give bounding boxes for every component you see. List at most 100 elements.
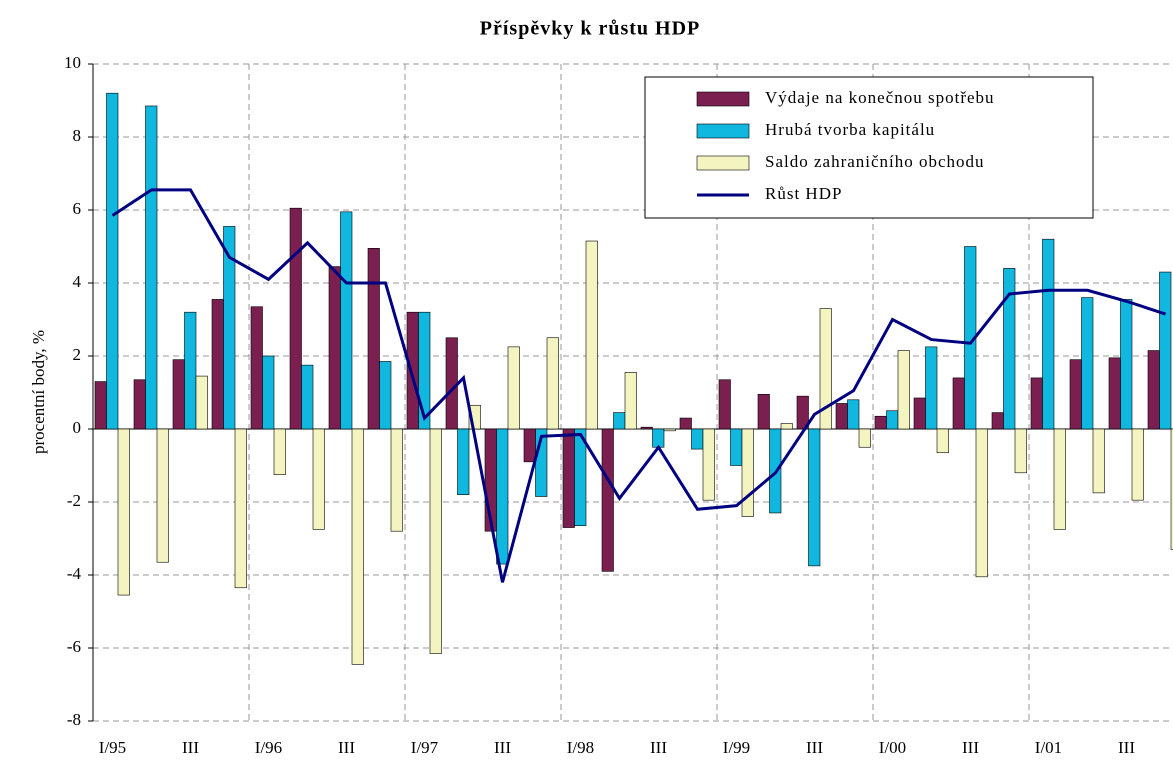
bar	[886, 410, 899, 430]
bar	[340, 211, 353, 430]
bar	[379, 361, 392, 430]
x-tick-label: I/96	[255, 738, 282, 757]
y-tick-label: 6	[73, 199, 82, 218]
line-series	[111, 188, 1166, 583]
x-tick-label: I/95	[99, 738, 126, 757]
bar	[106, 92, 119, 430]
x-tick-label: I/01	[1035, 738, 1062, 757]
y-tick-label: 10	[64, 53, 81, 72]
bar	[691, 428, 704, 450]
bar	[289, 207, 302, 430]
legend-label: Hrubá tvorba kapitálu	[765, 120, 935, 139]
y-tick-label: 2	[73, 345, 82, 364]
bar	[601, 428, 614, 572]
bar	[1147, 350, 1160, 430]
x-tick-label: I/97	[411, 738, 439, 757]
bar	[156, 428, 169, 563]
x-tick-label: III	[650, 738, 667, 757]
bar	[640, 426, 653, 430]
bar	[523, 428, 536, 463]
plot-area	[93, 63, 1173, 722]
bar	[1053, 428, 1066, 530]
bar	[457, 428, 470, 495]
bar	[312, 428, 325, 530]
bar	[262, 355, 275, 430]
bar	[1159, 271, 1172, 430]
bar	[652, 428, 665, 448]
bar	[223, 226, 236, 430]
bar	[808, 428, 821, 567]
bar	[847, 399, 860, 430]
bar	[613, 412, 626, 430]
bar	[730, 428, 743, 466]
bar	[1120, 299, 1133, 430]
bar	[757, 394, 770, 430]
bar	[390, 428, 403, 532]
y-tick-label: 8	[73, 126, 82, 145]
bar	[445, 337, 458, 430]
bar	[429, 428, 442, 654]
bar	[496, 428, 509, 565]
bar	[172, 359, 185, 430]
bar	[796, 395, 809, 430]
bar	[663, 428, 676, 432]
bar	[780, 423, 793, 430]
bar	[562, 428, 575, 528]
bar	[585, 240, 598, 430]
bar	[94, 381, 107, 430]
bar	[952, 377, 965, 430]
bar	[1030, 377, 1043, 430]
bar	[418, 311, 431, 430]
bar	[897, 350, 910, 430]
x-tick-label: III	[494, 738, 511, 757]
legend-label: Saldo zahraničního obchodu	[765, 152, 985, 171]
bar	[351, 428, 364, 665]
bar	[273, 428, 286, 475]
bar	[718, 379, 731, 430]
bar	[1069, 359, 1082, 430]
bar	[367, 248, 380, 430]
x-tick-label: I/99	[723, 738, 750, 757]
bar	[819, 308, 832, 430]
bar	[1131, 428, 1144, 501]
legend-swatch	[696, 155, 750, 171]
bar	[234, 428, 247, 589]
legend-swatch	[696, 123, 750, 139]
bar	[184, 311, 197, 430]
y-tick-label: 4	[73, 272, 82, 291]
bar	[117, 428, 130, 596]
bar	[858, 428, 871, 448]
bar	[250, 306, 263, 430]
bar	[1092, 428, 1105, 494]
bar	[1003, 268, 1016, 430]
y-tick-label: 0	[73, 418, 82, 437]
bar	[991, 412, 1004, 430]
bar	[145, 105, 158, 430]
y-tick-label: -4	[67, 564, 82, 583]
bar	[1170, 428, 1173, 550]
y-tick-label: -8	[67, 710, 81, 729]
bar	[195, 375, 208, 430]
x-tick-label: III	[182, 738, 199, 757]
x-tick-label: III	[1118, 738, 1135, 757]
bar	[624, 372, 637, 430]
bar	[1081, 297, 1094, 430]
y-tick-label: -6	[67, 637, 81, 656]
bar	[913, 397, 926, 430]
bar	[301, 364, 314, 430]
bar	[1014, 428, 1027, 474]
bar	[936, 428, 949, 454]
bar	[1042, 238, 1055, 430]
legend-label: Výdaje na konečnou spotřebu	[765, 88, 995, 107]
x-tick-label: III	[338, 738, 355, 757]
legend-label: Růst HDP	[765, 184, 842, 203]
x-tick-label: III	[962, 738, 979, 757]
bar	[546, 337, 559, 430]
bar	[574, 428, 587, 527]
x-tick-label: I/00	[879, 738, 906, 757]
bar	[328, 266, 341, 430]
bar	[702, 428, 715, 501]
bar	[835, 403, 848, 430]
bar	[925, 346, 938, 430]
